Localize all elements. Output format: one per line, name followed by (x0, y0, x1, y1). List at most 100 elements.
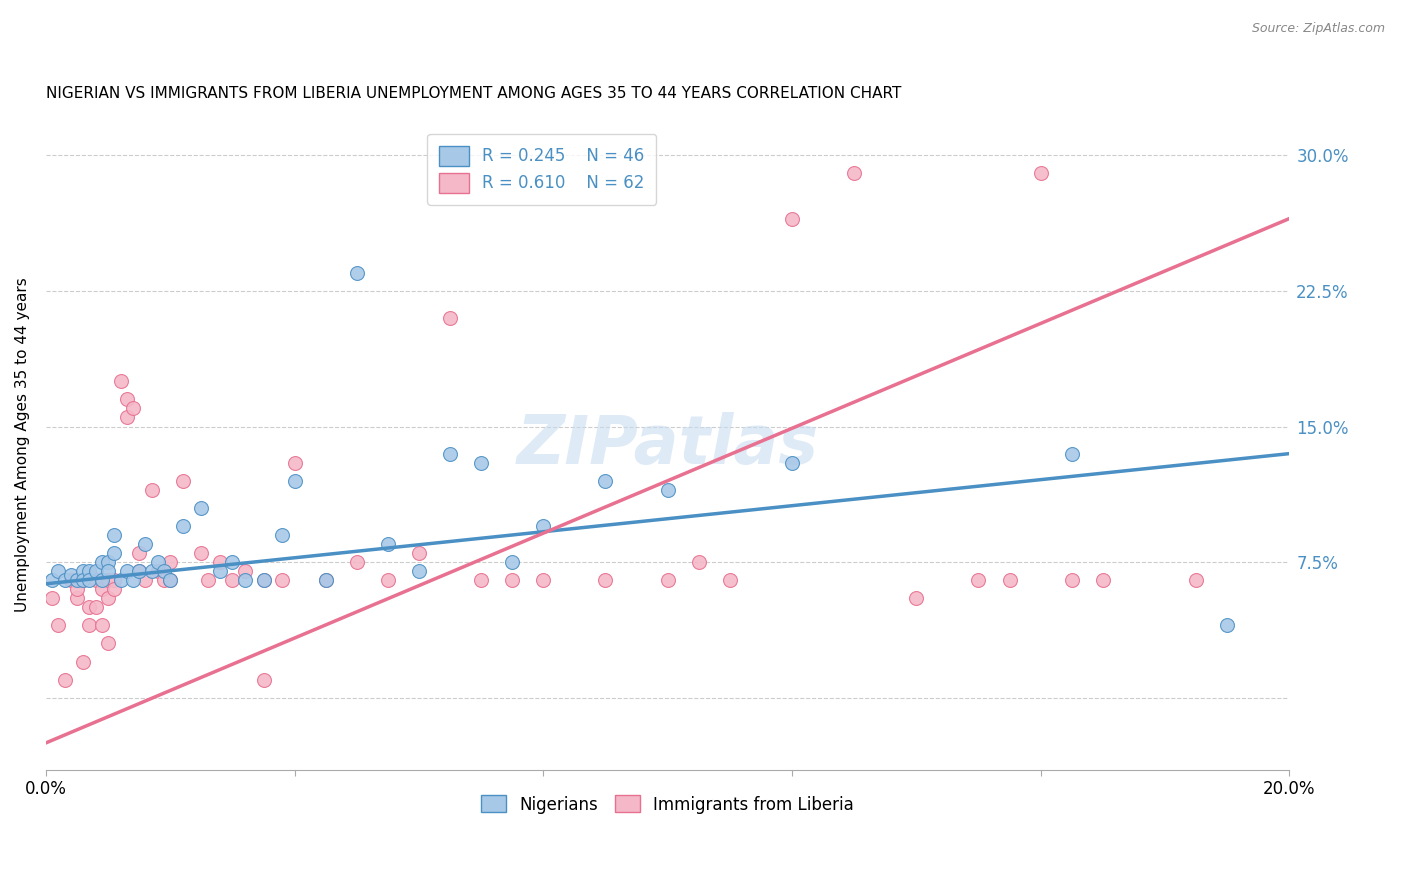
Point (90, 555, 112, 569)
Point (1029, 166, 1052, 180)
Point (377, 537, 399, 551)
Point (315, 573, 337, 587)
Point (315, 573, 337, 587)
Point (252, 573, 274, 587)
Point (97, 573, 120, 587)
Point (190, 500, 212, 515)
Point (159, 555, 181, 569)
Point (967, 573, 990, 587)
Point (110, 374, 132, 388)
Point (501, 555, 523, 569)
Point (66, 591, 89, 606)
Point (271, 573, 294, 587)
Point (233, 573, 256, 587)
Point (72, 655, 94, 669)
Point (128, 564, 150, 578)
Point (53, 573, 76, 587)
Point (41, 591, 63, 606)
Point (53, 673, 76, 687)
Point (657, 573, 679, 587)
Point (141, 564, 163, 578)
Point (79, 618, 101, 632)
Point (90, 573, 112, 587)
Point (66, 582, 89, 597)
Point (128, 546, 150, 560)
Point (780, 211, 803, 226)
Point (470, 573, 492, 587)
Point (470, 456, 492, 470)
Point (72, 573, 94, 587)
Point (153, 573, 176, 587)
Point (408, 546, 430, 560)
Point (1091, 573, 1114, 587)
Point (1060, 447, 1083, 461)
Point (97, 555, 120, 569)
Point (780, 456, 803, 470)
Point (842, 166, 865, 180)
Point (197, 573, 219, 587)
Point (439, 311, 461, 326)
Point (59, 573, 82, 587)
Point (221, 573, 243, 587)
Point (115, 392, 138, 407)
Point (79, 564, 101, 578)
Point (90, 618, 112, 632)
Point (233, 564, 256, 578)
Point (66, 573, 89, 587)
Point (408, 564, 430, 578)
Point (159, 573, 181, 587)
Point (41, 573, 63, 587)
Text: ZIPatlas: ZIPatlas (516, 411, 818, 477)
Point (1185, 573, 1208, 587)
Point (103, 573, 125, 587)
Point (221, 555, 243, 569)
Point (128, 564, 150, 578)
Point (79, 600, 101, 615)
Point (72, 564, 94, 578)
Point (84, 564, 107, 578)
Point (1060, 573, 1083, 587)
Point (134, 537, 156, 551)
Point (79, 573, 101, 587)
Point (146, 555, 169, 569)
Point (110, 573, 132, 587)
Point (97, 591, 120, 606)
Point (103, 546, 125, 560)
Point (159, 573, 181, 587)
Point (122, 573, 145, 587)
Point (688, 555, 710, 569)
Text: NIGERIAN VS IMMIGRANTS FROM LIBERIA UNEMPLOYMENT AMONG AGES 35 TO 44 YEARS CORRE: NIGERIAN VS IMMIGRANTS FROM LIBERIA UNEM… (46, 87, 901, 102)
Legend: Nigerians, Immigrants from Liberia: Nigerians, Immigrants from Liberia (475, 789, 860, 821)
Point (141, 483, 163, 497)
Point (346, 266, 368, 280)
Point (377, 573, 399, 587)
Point (103, 582, 125, 597)
Point (595, 573, 617, 587)
Point (284, 474, 307, 488)
Point (284, 456, 307, 470)
Point (146, 564, 169, 578)
Point (905, 591, 928, 606)
Point (998, 573, 1021, 587)
Point (97, 636, 120, 650)
Point (59, 567, 82, 582)
Point (115, 410, 138, 425)
Point (531, 519, 554, 533)
Point (134, 573, 156, 587)
Point (48, 618, 70, 632)
Point (72, 573, 94, 587)
Point (718, 573, 741, 587)
Point (531, 573, 554, 587)
Point (84, 600, 107, 615)
Point (172, 474, 194, 488)
Point (48, 564, 70, 578)
Point (595, 474, 617, 488)
Point (153, 564, 176, 578)
Point (439, 447, 461, 461)
Point (208, 555, 231, 569)
Point (501, 573, 523, 587)
Point (122, 401, 145, 416)
Point (252, 673, 274, 687)
Point (90, 582, 112, 597)
Point (271, 528, 294, 542)
